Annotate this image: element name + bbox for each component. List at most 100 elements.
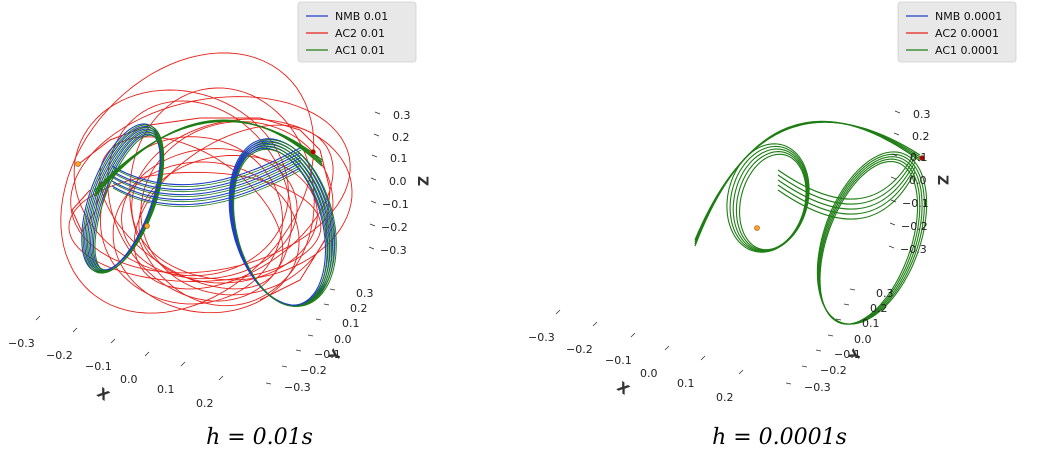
ac2-trajectory xyxy=(133,124,334,290)
legend-box xyxy=(297,1,417,63)
y-tick-mark xyxy=(815,349,822,352)
legend-entry: NMB 0.01 xyxy=(335,10,388,23)
left-3d-plot: 0.3 0.2 0.1 0.0 −0.1 −0.2 −0.3 Z 0.3 0.2 0.1 0.0 −0.… xyxy=(8,1,430,410)
attractor-loop xyxy=(817,153,925,325)
z-axis-label: Z xyxy=(934,175,950,185)
attractor-band xyxy=(777,171,916,220)
ac2-trajectory xyxy=(107,100,292,302)
y-tick-mark xyxy=(849,288,856,291)
x-tick-mark xyxy=(180,361,186,367)
attractor-arc xyxy=(694,120,921,247)
y-tick-label: −0.3 xyxy=(804,381,831,394)
left-chart-caption: h = 0.01s xyxy=(206,425,313,450)
z-tick-label: 0.0 xyxy=(909,174,927,187)
x-tick-label: −0.1 xyxy=(605,354,632,367)
y-tick-mark xyxy=(329,288,336,291)
x-tick-label: −0.3 xyxy=(8,337,35,350)
right-chart-caption: h = 0.0001s xyxy=(712,425,847,450)
y-tick-label: 0.2 xyxy=(350,302,368,315)
ac2-trajectory xyxy=(131,118,353,281)
x-tick-label: 0.1 xyxy=(157,383,175,396)
y-tick-label: 0.1 xyxy=(862,317,880,330)
legend-entry: AC2 0.0001 xyxy=(935,27,999,40)
z-tick-label: 0.1 xyxy=(910,151,928,164)
x-tick-mark xyxy=(592,321,598,327)
y-tick-label: −0.1 xyxy=(314,348,341,361)
attractor-band xyxy=(112,169,302,208)
ac2-trajectory xyxy=(99,136,284,290)
attractor-loop xyxy=(819,160,919,325)
x-tick-label: −0.3 xyxy=(528,331,555,344)
z-tick-mark xyxy=(889,222,896,226)
z-tick-mark xyxy=(371,154,378,158)
z-tick-mark xyxy=(370,200,377,204)
z-tick-mark xyxy=(893,132,900,136)
z-tick-mark xyxy=(894,110,901,114)
legend-entry: AC2 0.01 xyxy=(335,27,385,40)
x-axis-label: X xyxy=(614,379,632,398)
y-tick-mark xyxy=(281,365,288,368)
z-tick-mark xyxy=(374,111,381,115)
x-tick-label: −0.2 xyxy=(46,349,73,362)
z-tick-mark xyxy=(890,176,897,180)
y-tick-mark xyxy=(785,382,792,385)
ac2-trajectory xyxy=(129,87,315,307)
ac2-trajectory xyxy=(68,171,322,282)
y-tick-label: 0.2 xyxy=(870,302,888,315)
x-tick-label: 0.1 xyxy=(677,377,695,390)
y-tick-label: 0.3 xyxy=(876,287,894,300)
legend-box xyxy=(897,1,1017,63)
z-tick-label: 0.3 xyxy=(913,108,931,121)
attractor-loop xyxy=(233,148,328,307)
z-tick-label: 0.2 xyxy=(912,130,930,143)
attractor-band xyxy=(112,154,302,193)
z-tick-label: 0.0 xyxy=(389,175,407,188)
ac2-trajectory xyxy=(99,136,283,305)
legend-entry: AC1 0.01 xyxy=(335,44,385,57)
attractor-loop xyxy=(232,146,330,307)
y-tick-label: 0.3 xyxy=(356,287,374,300)
z-tick-label: −0.2 xyxy=(381,221,408,234)
z-tick-mark xyxy=(370,177,377,181)
attractor-loop xyxy=(739,153,807,251)
ac2-trajectory xyxy=(138,154,318,284)
x-tick-label: 0.2 xyxy=(196,397,214,410)
z-tick-mark xyxy=(888,245,895,249)
trajectory-marker xyxy=(919,155,925,161)
x-tick-mark xyxy=(664,345,670,351)
z-tick-label: −0.3 xyxy=(900,243,927,256)
attractor-loop xyxy=(818,156,923,325)
right-3d-plot: 0.3 0.2 0.1 0.0 −0.1 −0.2 −0.3 Z 0.3 0.2 0.1 0.0 −0.… xyxy=(528,1,1017,404)
y-tick-label: −0.1 xyxy=(834,348,861,361)
x-tick-label: −0.2 xyxy=(566,343,593,356)
trajectory-marker xyxy=(144,223,150,229)
y-tick-mark xyxy=(835,318,842,321)
trajectory-group xyxy=(60,52,353,314)
x-tick-mark xyxy=(555,309,561,315)
z-tick-label: −0.1 xyxy=(902,197,929,210)
z-tick-mark xyxy=(373,133,380,137)
attractor-band xyxy=(777,166,916,215)
trajectory-marker xyxy=(310,149,316,155)
attractor-loop xyxy=(818,158,921,325)
attractor-band xyxy=(777,161,916,210)
z-tick-label: 0.1 xyxy=(390,152,408,165)
y-tick-mark xyxy=(827,334,834,337)
y-tick-label: 0.0 xyxy=(854,333,872,346)
y-tick-mark xyxy=(295,349,302,352)
y-tick-label: −0.3 xyxy=(284,381,311,394)
y-tick-mark xyxy=(323,303,330,306)
trajectory-marker xyxy=(754,225,760,231)
attractor-band xyxy=(111,162,301,201)
x-tick-label: −0.1 xyxy=(85,360,112,373)
z-tick-mark xyxy=(368,246,375,250)
z-tick-mark xyxy=(369,223,376,227)
attractor-band xyxy=(111,167,301,206)
attractor-arc xyxy=(94,119,323,197)
attractor-loop xyxy=(92,133,161,271)
x-tick-mark xyxy=(144,351,150,357)
x-tick-mark xyxy=(72,327,78,333)
z-tick-mark xyxy=(891,153,898,157)
y-tick-mark xyxy=(265,382,272,385)
z-tick-label: 0.3 xyxy=(393,109,411,122)
